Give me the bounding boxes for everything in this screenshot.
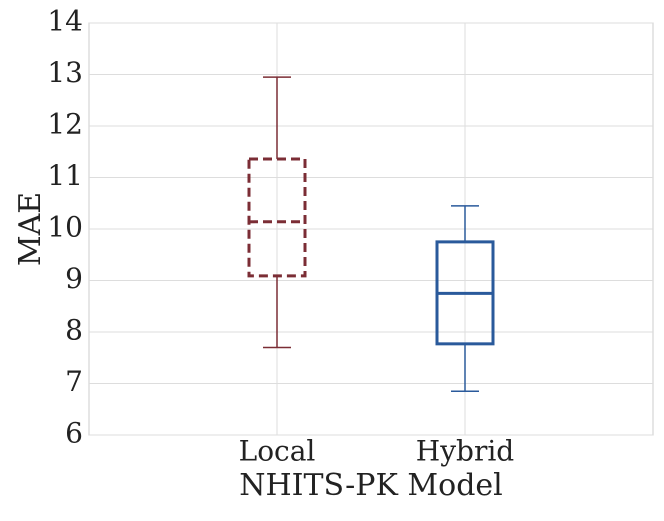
x-tick-label: Local — [239, 435, 316, 468]
y-tick-label: 11 — [47, 159, 83, 192]
x-tick-label: Hybrid — [416, 435, 515, 468]
y-tick-label: 7 — [65, 365, 83, 398]
y-tick-label: 10 — [47, 211, 83, 244]
y-tick-label: 14 — [47, 5, 83, 38]
x-axis-label: NHITS-PK Model — [239, 468, 503, 503]
y-tick-label: 9 — [65, 262, 83, 295]
y-tick-label: 12 — [47, 108, 83, 141]
y-tick-label: 8 — [65, 314, 83, 347]
y-tick-label: 13 — [47, 56, 83, 89]
y-axis-label: MAE — [13, 192, 48, 266]
box — [247, 157, 307, 278]
y-tick-label: 6 — [65, 417, 83, 450]
